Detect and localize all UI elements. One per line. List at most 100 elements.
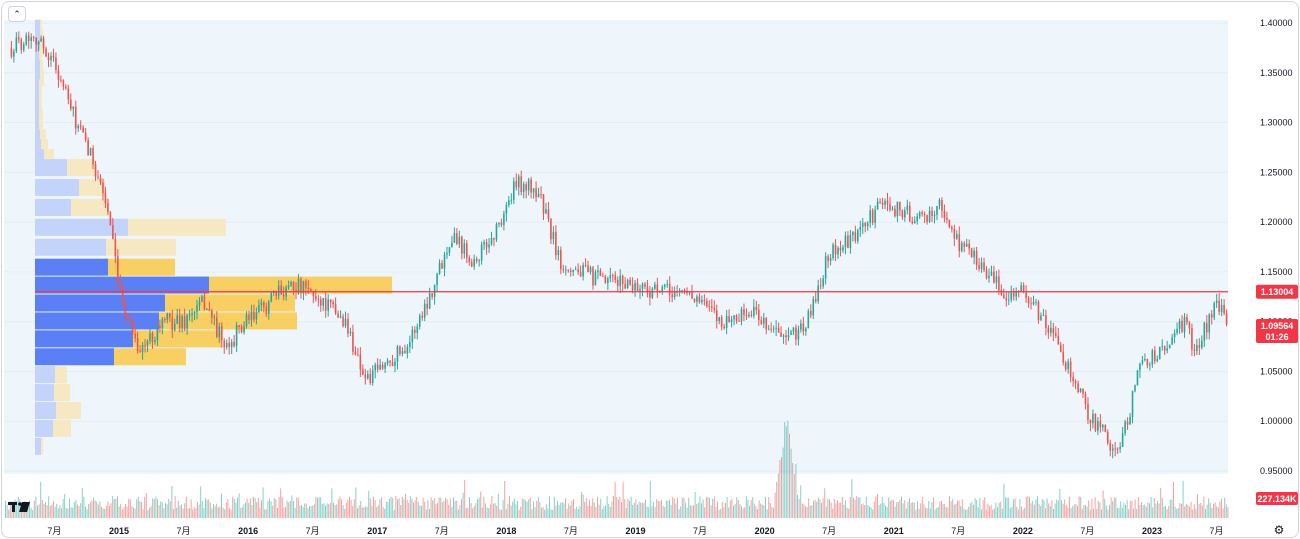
candle-body [1129,417,1131,425]
volume-bar [774,492,776,518]
volume-bar [918,508,920,518]
candle-body [25,35,28,45]
volume-bar [441,502,443,518]
volume-bar [819,499,821,518]
volume-bar [590,505,592,518]
volume-bar [1046,498,1048,518]
volume-bar [256,502,258,518]
candle-body [1124,421,1126,434]
volume-bar [536,500,538,518]
candle-body [483,242,485,245]
volume-bar [953,504,955,518]
candle-body [129,318,131,320]
volume-bar [869,506,870,518]
volume-bar [243,504,245,518]
volume-bar [45,502,46,518]
volume-bar [675,503,677,518]
volume-bar [275,499,277,518]
candle-body [1196,344,1198,352]
candle-body [602,275,604,277]
volume-bar [635,499,637,518]
candle-body [651,288,654,298]
volume-bar [1141,502,1142,518]
volume-bar [705,497,707,518]
volume-bar [187,508,189,518]
volume-bar [208,499,210,518]
candle-body [77,125,80,129]
volume-bar [281,497,283,518]
hline-price-badge-text: 1.13004 [1261,287,1294,297]
volume-bar [217,507,219,518]
volume-bar [723,507,725,518]
y-axis: 1.40000 1.35000 1.30000 1.25000 1.20000 1.150… [1260,18,1293,476]
candle-body [30,37,32,41]
volume-bar [945,507,947,518]
candle-body [1144,359,1146,361]
volume-bar [29,500,30,518]
volume-bar [1155,503,1157,518]
volume-bar [761,504,763,518]
candle-body [176,315,179,324]
candle-body [574,269,577,271]
volume-profile-up-bar [35,69,40,87]
candle-body [958,234,961,252]
volume-bar [971,501,973,518]
candle-body [1208,314,1211,333]
candle-body [777,327,780,333]
candle-body [985,270,988,279]
volume-bar [1053,508,1054,518]
volume-profile-down-bar [40,69,44,87]
candle-body [493,238,495,240]
candle-body [1183,316,1186,332]
volume-bar [329,502,331,518]
volume-bar [155,496,157,518]
candle-body [1097,421,1099,431]
candle-body [446,252,448,255]
volume-bar [414,500,416,518]
candle-body [97,176,99,178]
volume-bar [854,499,856,518]
candle-body [349,331,352,334]
volume-bar [469,497,470,518]
volume-bar [633,502,635,518]
volume-profile-down-bar [55,366,67,384]
gear-icon[interactable]: ⚙ [1273,523,1285,537]
hline-price-badge-bg [1256,284,1298,299]
volume-bar [227,499,229,518]
volume-bar [238,493,240,518]
volume-bar [1216,506,1218,518]
volume-bar [1200,502,1202,518]
chevron-up-icon[interactable]: ⌃ [8,6,26,22]
volume-bar [1192,509,1194,518]
volume-bar [541,507,542,518]
candle-body [201,296,203,302]
volume-bar [1198,503,1200,518]
volume-bar [409,496,411,518]
candle-body [376,364,379,370]
volume-bar [216,503,218,518]
candle-body [663,285,666,287]
candle-body [47,56,50,61]
volume-bar [1193,504,1195,518]
volume-bar [966,509,968,518]
candle-body [240,326,243,333]
volume-profile-down-bar [159,312,297,330]
candle-body [218,326,221,337]
volume-bar [265,509,267,518]
volume-bar [944,503,946,518]
volume-bar [622,482,624,518]
volume-bar [801,503,803,518]
volume-bar [425,509,427,518]
candle-body [703,299,706,301]
volume-bar [278,496,280,518]
candle-body [500,222,503,226]
candle-body [599,270,602,276]
volume-bar [293,500,294,518]
volume-bar [451,506,453,518]
volume-bar [77,504,78,518]
volume-bar [501,509,502,518]
volume-bar [899,499,901,518]
volume-bar [952,498,954,518]
volume-bar [715,507,717,518]
